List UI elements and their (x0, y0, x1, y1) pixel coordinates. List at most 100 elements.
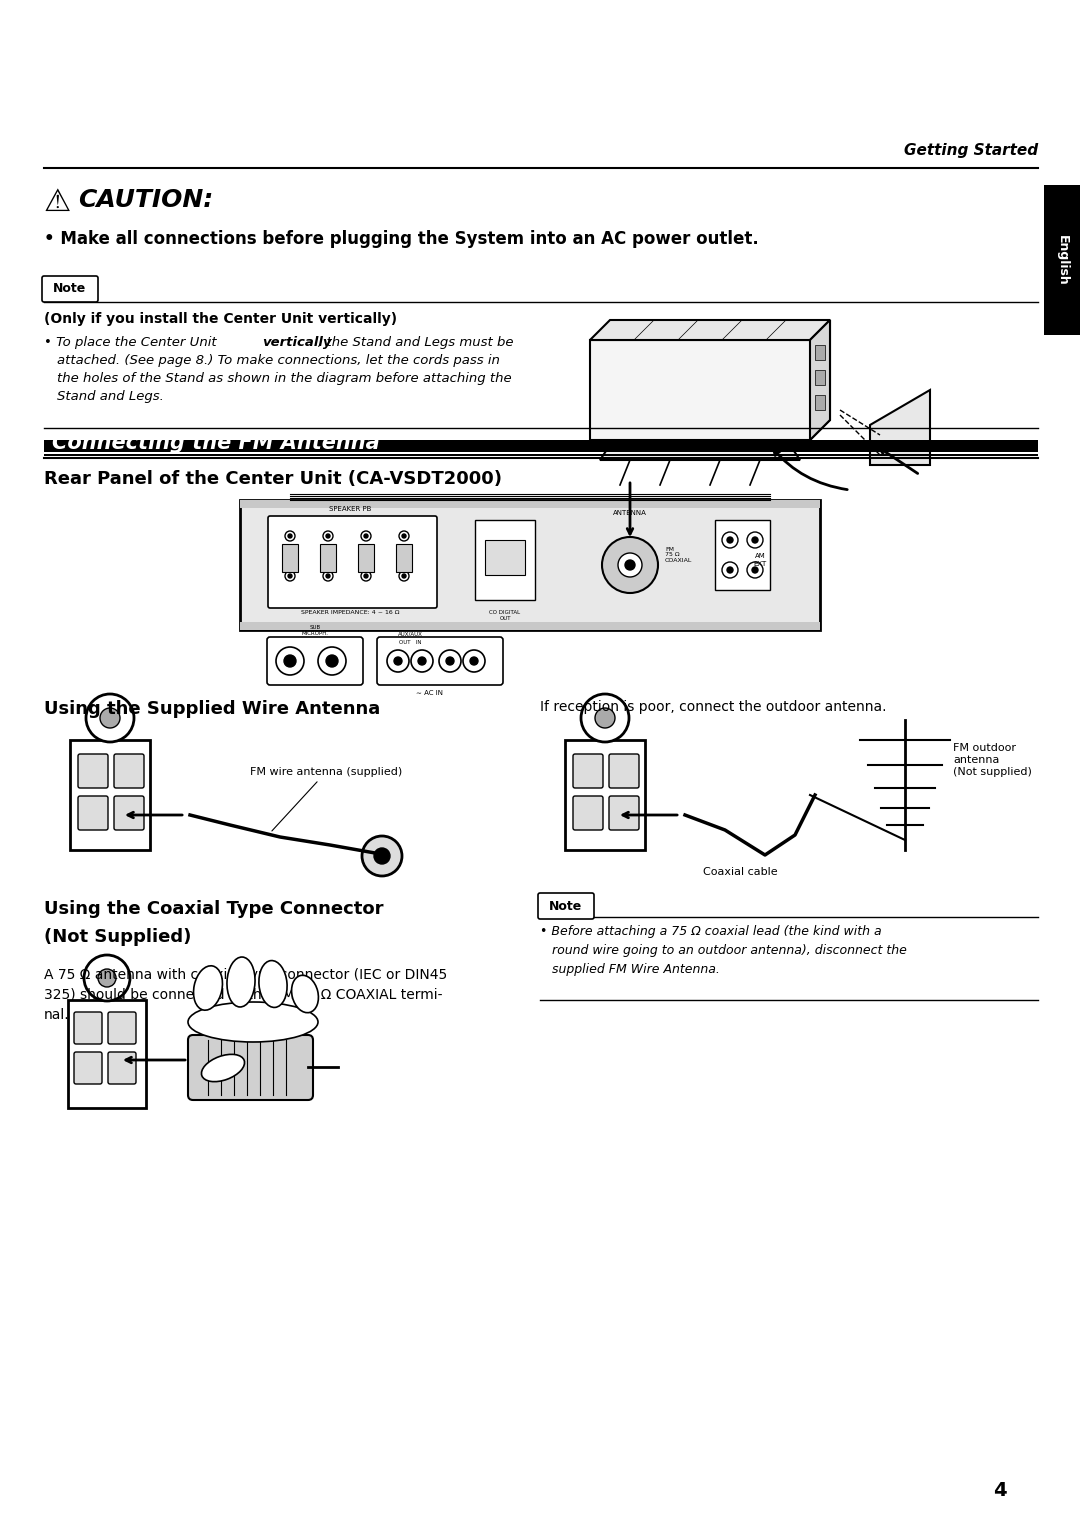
Bar (485, 539, 525, 575)
Circle shape (284, 656, 296, 668)
Circle shape (418, 657, 426, 665)
FancyBboxPatch shape (538, 892, 594, 918)
Circle shape (411, 649, 433, 672)
Circle shape (100, 707, 120, 727)
Circle shape (288, 575, 292, 578)
FancyBboxPatch shape (114, 753, 144, 788)
Circle shape (323, 571, 333, 581)
Circle shape (323, 532, 333, 541)
Bar (475, 520, 535, 601)
Text: ANTENNA: ANTENNA (613, 510, 647, 516)
Circle shape (727, 567, 733, 573)
Circle shape (276, 646, 303, 675)
Bar (68, 999, 146, 1108)
Text: nal.: nal. (44, 1008, 69, 1022)
FancyBboxPatch shape (108, 1012, 136, 1044)
Circle shape (625, 559, 635, 570)
Bar (70, 740, 150, 850)
Polygon shape (810, 319, 831, 440)
Text: Getting Started: Getting Started (904, 144, 1038, 157)
Text: • Before attaching a 75 Ω coaxial lead (the kind with a
   round wire going to a: • Before attaching a 75 Ω coaxial lead (… (540, 924, 907, 976)
Circle shape (399, 532, 409, 541)
FancyBboxPatch shape (377, 637, 503, 685)
Text: Coaxial cable: Coaxial cable (703, 866, 778, 877)
Circle shape (595, 707, 615, 727)
FancyBboxPatch shape (267, 637, 363, 685)
FancyBboxPatch shape (609, 753, 639, 788)
Circle shape (364, 575, 368, 578)
FancyBboxPatch shape (573, 796, 603, 830)
Circle shape (399, 571, 409, 581)
Ellipse shape (292, 975, 319, 1013)
Bar (1044, 185, 1080, 335)
Text: SPEAKER IMPEDANCE: 4 ~ 16 Ω: SPEAKER IMPEDANCE: 4 ~ 16 Ω (300, 610, 400, 614)
Circle shape (361, 532, 372, 541)
Circle shape (362, 836, 402, 876)
Text: • Make all connections before plugging the System into an AC power outlet.: • Make all connections before plugging t… (44, 231, 759, 248)
Bar (44, 440, 1038, 452)
Polygon shape (600, 445, 800, 460)
Text: 4: 4 (994, 1481, 1007, 1500)
Text: (Not Supplied): (Not Supplied) (44, 927, 191, 946)
Text: AM
EXT: AM EXT (754, 553, 767, 567)
Circle shape (747, 562, 762, 578)
FancyBboxPatch shape (573, 753, 603, 788)
Text: SPEAKER PB: SPEAKER PB (328, 506, 372, 512)
Circle shape (446, 657, 454, 665)
Text: the holes of the Stand as shown in the diagram before attaching the: the holes of the Stand as shown in the d… (57, 371, 512, 385)
Text: CAUTION:: CAUTION: (78, 188, 213, 212)
Text: OUT   IN: OUT IN (399, 640, 421, 645)
Circle shape (402, 575, 406, 578)
Circle shape (727, 536, 733, 542)
Text: Note: Note (53, 283, 86, 295)
Circle shape (98, 969, 116, 987)
Text: Connecting the FM Antenna: Connecting the FM Antenna (52, 432, 380, 452)
Polygon shape (870, 390, 930, 465)
Ellipse shape (202, 1054, 244, 1082)
Text: FM outdoor
antenna
(Not supplied): FM outdoor antenna (Not supplied) (953, 744, 1031, 776)
Text: ∼ AC IN: ∼ AC IN (417, 691, 444, 695)
Text: FM
75 Ω
COAXIAL: FM 75 Ω COAXIAL (665, 547, 692, 564)
Circle shape (752, 567, 758, 573)
Text: • To place the Center Unit: • To place the Center Unit (44, 336, 221, 348)
Circle shape (602, 536, 658, 593)
Bar (815, 370, 825, 385)
FancyBboxPatch shape (75, 1012, 102, 1044)
Circle shape (326, 656, 338, 668)
Circle shape (285, 571, 295, 581)
Bar (357, 544, 374, 571)
Bar (815, 396, 825, 410)
Circle shape (402, 533, 406, 538)
FancyBboxPatch shape (42, 277, 98, 303)
FancyBboxPatch shape (75, 1051, 102, 1083)
Circle shape (84, 955, 130, 1001)
Circle shape (318, 646, 346, 675)
Circle shape (581, 694, 629, 743)
Ellipse shape (193, 966, 222, 1010)
Bar (240, 622, 820, 630)
Text: Using the Coaxial Type Connector: Using the Coaxial Type Connector (44, 900, 383, 918)
Circle shape (288, 533, 292, 538)
FancyBboxPatch shape (114, 796, 144, 830)
Ellipse shape (259, 961, 287, 1007)
Text: If reception is poor, connect the outdoor antenna.: If reception is poor, connect the outdoo… (540, 700, 887, 714)
Circle shape (387, 649, 409, 672)
Circle shape (394, 657, 402, 665)
Text: AUX/AUX: AUX/AUX (397, 631, 422, 636)
Circle shape (747, 532, 762, 549)
Bar (282, 544, 298, 571)
Text: SUB
MICROPH.: SUB MICROPH. (301, 625, 328, 636)
Bar (715, 520, 770, 590)
FancyBboxPatch shape (188, 1034, 313, 1100)
Ellipse shape (188, 1002, 318, 1042)
Bar (320, 544, 336, 571)
Circle shape (374, 848, 390, 863)
Circle shape (285, 532, 295, 541)
FancyBboxPatch shape (268, 516, 437, 608)
Circle shape (86, 694, 134, 743)
Text: Stand and Legs.: Stand and Legs. (57, 390, 164, 403)
Circle shape (326, 575, 330, 578)
Bar (396, 544, 411, 571)
Bar (240, 500, 820, 630)
Ellipse shape (227, 957, 255, 1007)
